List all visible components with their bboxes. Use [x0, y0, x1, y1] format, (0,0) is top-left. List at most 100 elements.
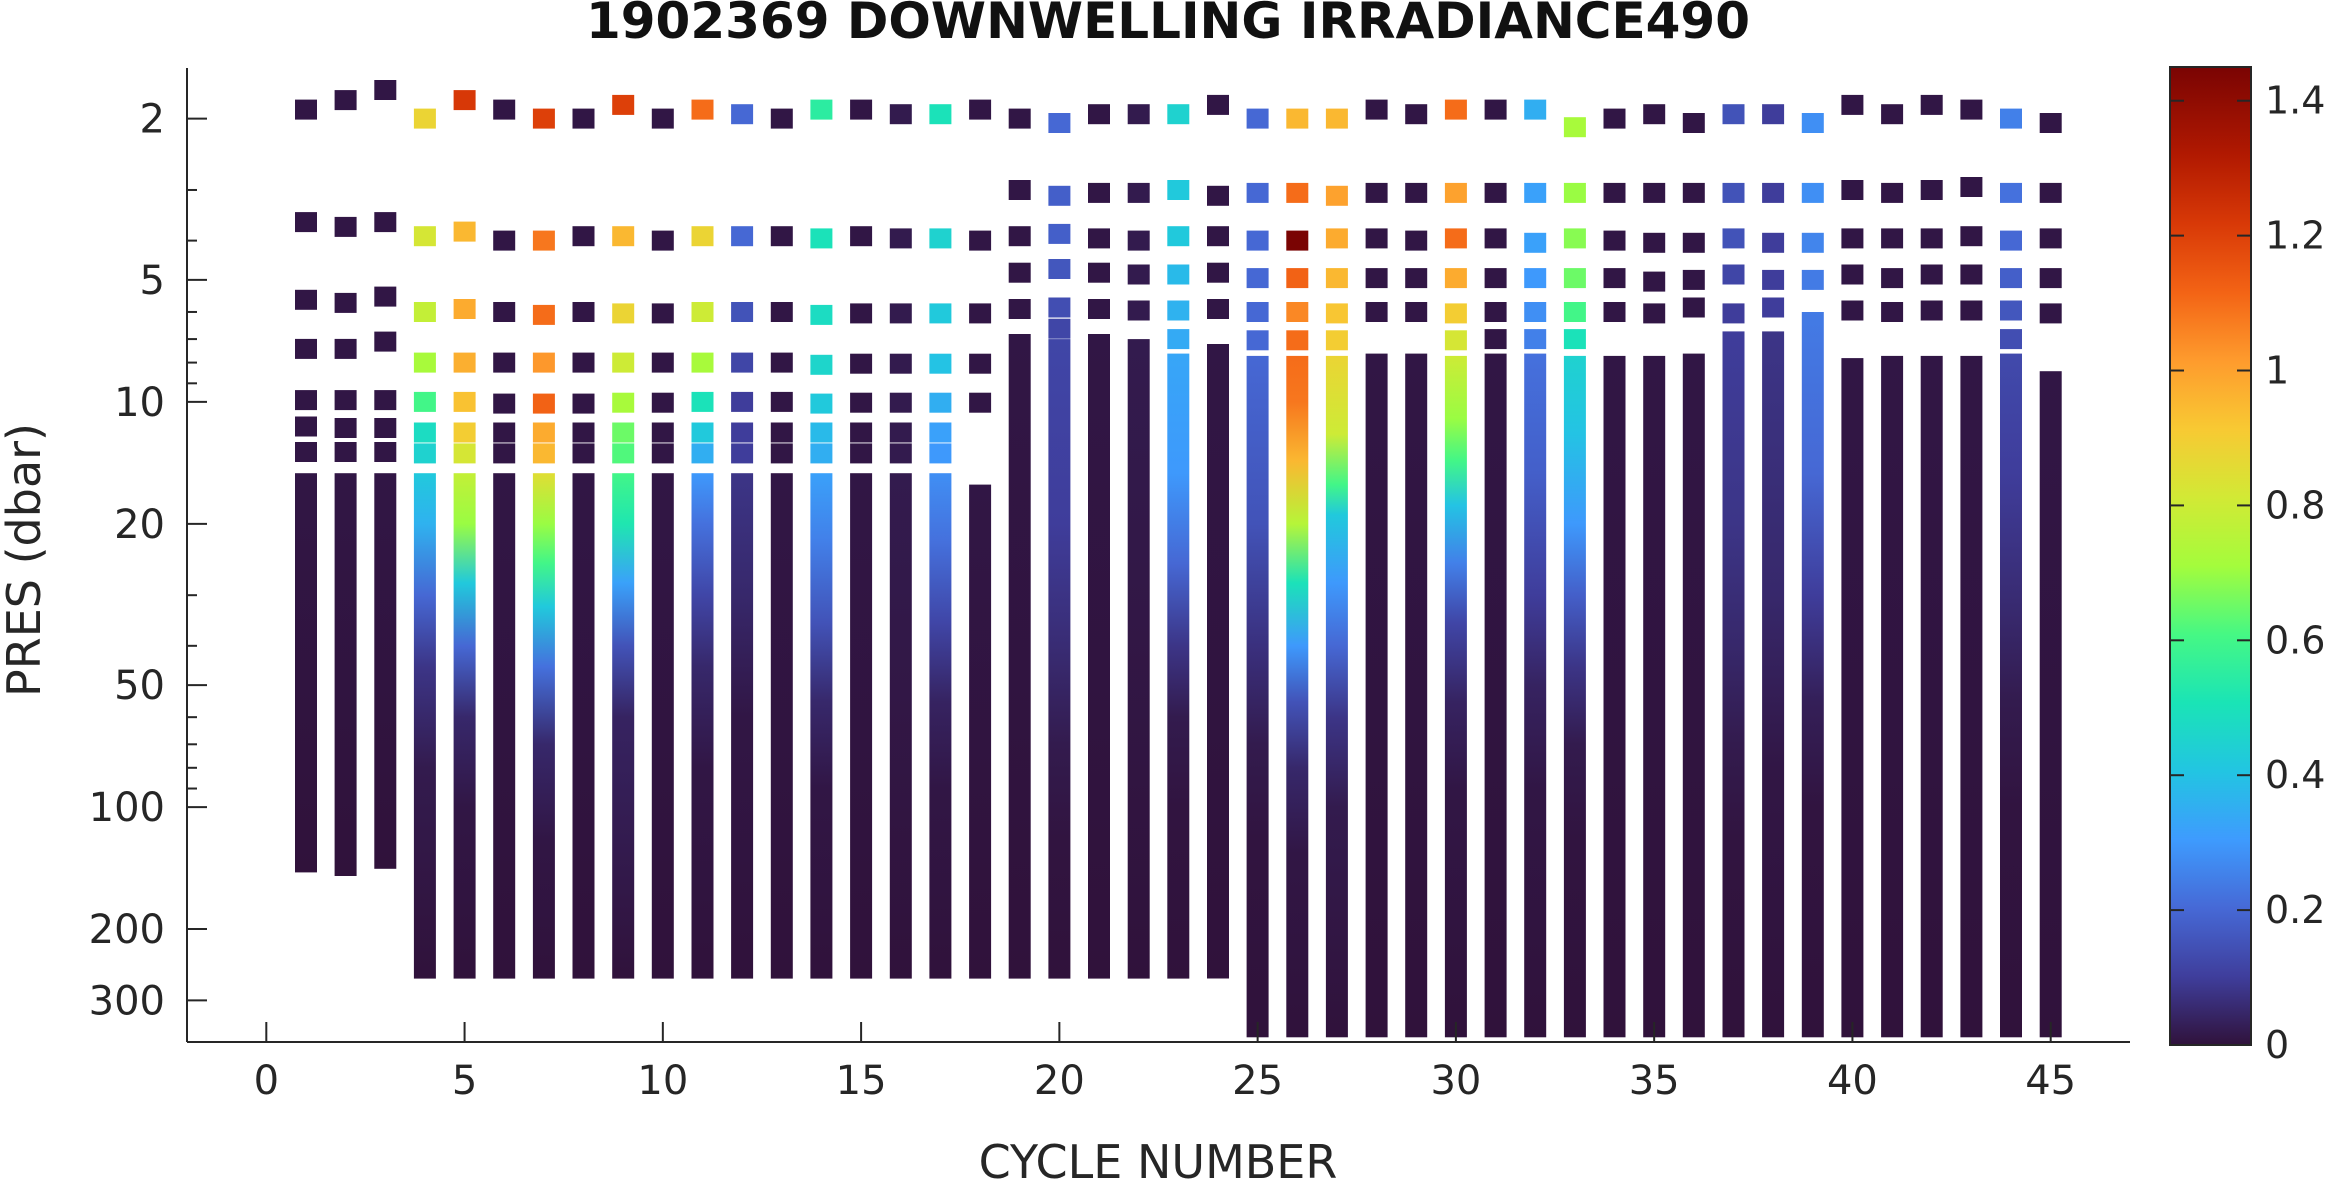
data-point — [413, 108, 436, 129]
data-point — [1722, 264, 1745, 285]
y-tick-label: 10 — [114, 380, 165, 426]
profile-cycle-24 — [1207, 94, 1229, 979]
data-point — [1801, 182, 1824, 203]
data-point — [612, 303, 635, 324]
data-point — [770, 302, 793, 322]
data-point — [1762, 297, 1785, 318]
data-point — [374, 442, 397, 462]
data-point — [612, 352, 635, 373]
data-point — [532, 108, 555, 129]
data-point — [1444, 303, 1467, 324]
data-point — [334, 90, 357, 111]
profile-column — [889, 473, 912, 979]
data-point — [731, 104, 754, 125]
data-point — [532, 443, 555, 464]
data-point — [1167, 226, 1190, 247]
data-point — [969, 230, 992, 251]
profile-cycle-33 — [1563, 117, 1586, 1038]
profile-column — [1405, 353, 1428, 1038]
data-point — [1881, 182, 1904, 203]
data-point — [850, 392, 873, 413]
profile-cycle-8 — [572, 108, 595, 979]
data-point — [1088, 104, 1110, 125]
profile-column — [453, 473, 476, 979]
colorbar-tick-label: 0.2 — [2265, 888, 2325, 932]
profile-cycle-15 — [850, 99, 873, 979]
data-point — [572, 226, 595, 247]
profile-cycle-13 — [770, 108, 793, 979]
data-point — [2039, 268, 2062, 289]
data-point — [770, 391, 793, 412]
data-point — [1286, 302, 1309, 322]
data-point — [572, 108, 595, 129]
data-point — [1325, 228, 1348, 249]
data-point — [850, 226, 873, 247]
data-point — [1246, 230, 1269, 251]
profile-cycle-40 — [1841, 94, 1864, 1038]
data-point — [1484, 182, 1507, 203]
data-point — [1048, 185, 1071, 206]
data-point — [493, 422, 516, 443]
data-point — [1801, 232, 1824, 253]
colorbar-gradient — [2169, 66, 2252, 1046]
data-point — [493, 443, 516, 464]
data-point — [850, 303, 873, 324]
data-point — [612, 392, 635, 413]
data-point — [295, 289, 317, 310]
profile-column — [1286, 355, 1309, 1038]
plot-area — [295, 80, 2062, 1038]
profile-cycle-25 — [1246, 108, 1269, 1038]
data-point — [810, 354, 833, 375]
data-point — [691, 443, 714, 464]
x-tick-label: 35 — [1629, 1058, 1680, 1104]
data-point — [1603, 302, 1626, 322]
data-point — [1960, 99, 1983, 120]
data-point — [295, 99, 317, 120]
colorbar-tick-label: 0.8 — [2265, 483, 2325, 527]
x-tick-label: 30 — [1430, 1058, 1481, 1104]
profile-column — [1563, 355, 1586, 1038]
profile-column — [1008, 334, 1031, 979]
profile-column — [1960, 355, 1983, 1038]
data-point — [1246, 108, 1269, 129]
data-point — [1722, 228, 1745, 249]
data-point — [1008, 108, 1031, 129]
data-point — [969, 353, 992, 374]
data-point — [889, 104, 912, 125]
data-point — [1325, 330, 1348, 351]
profile-column — [651, 473, 674, 979]
data-point — [1444, 228, 1467, 249]
data-point — [453, 90, 476, 111]
data-point — [1167, 264, 1190, 285]
data-point — [1682, 232, 1705, 253]
profile-column — [1127, 339, 1150, 979]
data-point — [1167, 329, 1190, 350]
data-point — [413, 226, 436, 247]
data-point — [691, 302, 714, 322]
data-point — [651, 352, 674, 373]
data-point — [453, 422, 476, 443]
profile-cycle-16 — [889, 104, 912, 979]
data-point — [1603, 268, 1626, 289]
data-point — [295, 416, 317, 437]
data-point — [2000, 268, 2022, 289]
x-tick-label: 45 — [2025, 1058, 2076, 1104]
data-point — [1682, 269, 1705, 290]
data-point — [1127, 182, 1150, 203]
data-point — [1286, 182, 1309, 203]
data-point — [929, 392, 952, 413]
data-point — [1524, 232, 1547, 253]
x-tick-label: 10 — [637, 1058, 688, 1104]
data-point — [1801, 269, 1824, 290]
data-point — [1127, 230, 1150, 251]
profile-column — [1643, 355, 1666, 1038]
profile-cycle-38 — [1762, 104, 1785, 1038]
data-point — [810, 422, 833, 443]
data-point — [2000, 108, 2022, 129]
data-point — [1920, 300, 1943, 321]
data-point — [1960, 300, 1983, 321]
profile-column — [929, 473, 952, 979]
data-point — [1048, 223, 1071, 244]
data-point — [1960, 226, 1983, 247]
profile-cycle-3 — [374, 80, 397, 869]
